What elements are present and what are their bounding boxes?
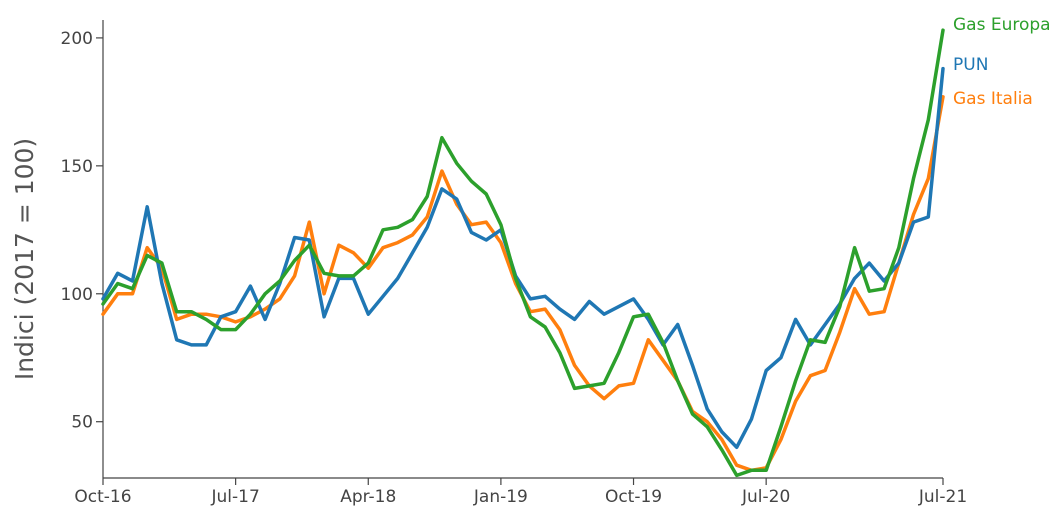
y-axis-title: Indici (2017 = 100) xyxy=(10,138,39,380)
x-tick-label: Jul-17 xyxy=(210,487,259,507)
y-tick-label: 150 xyxy=(61,157,93,177)
x-tick-label: Jul-20 xyxy=(741,487,790,507)
series-line-gas-europa xyxy=(101,28,945,478)
x-tick-label: Apr-18 xyxy=(340,487,396,507)
y-ticks: 50 100 150 200 xyxy=(61,29,103,433)
axes xyxy=(102,20,943,479)
series-line-pun xyxy=(101,66,945,450)
legend-label-gas-europa: Gas Europa xyxy=(953,15,1051,35)
y-tick-label: 100 xyxy=(61,285,93,305)
legend-label-gas-italia: Gas Italia xyxy=(953,89,1033,109)
series-lines xyxy=(101,28,945,478)
x-tick-label: Jan-19 xyxy=(473,487,528,507)
x-tick-label: Jul-21 xyxy=(918,487,967,507)
x-ticks: Oct-16 Jul-17 Apr-18 Jan-19 Oct-19 Jul-20 Jul-… xyxy=(74,478,967,507)
y-tick-label: 50 xyxy=(71,413,93,433)
x-tick-label: Oct-19 xyxy=(605,487,662,507)
legend-label-pun: PUN xyxy=(953,55,988,75)
legend: Gas Europa PUN Gas Italia xyxy=(953,15,1051,109)
x-tick-label: Oct-16 xyxy=(74,487,131,507)
y-tick-label: 200 xyxy=(61,29,93,49)
series-line-gas-italia xyxy=(101,95,945,473)
